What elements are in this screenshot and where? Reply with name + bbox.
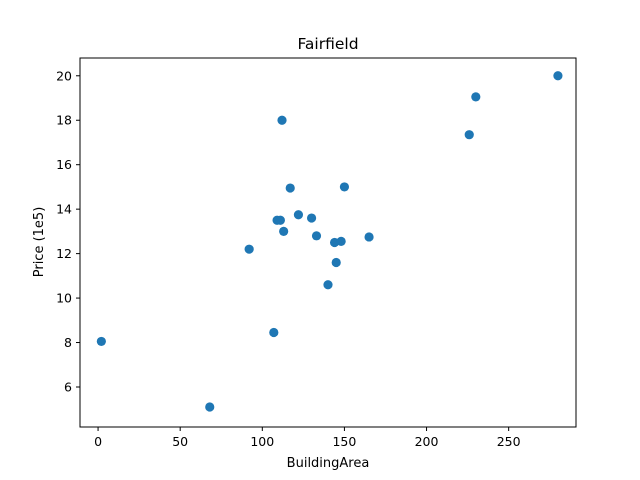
x-tick-label-2: 100 [250,434,274,449]
x-axis-label: BuildingArea [287,456,370,471]
x-tick-label-5: 250 [497,434,521,449]
data-point-6 [277,115,287,125]
data-point-16 [339,182,350,192]
data-point-20 [553,71,563,81]
plot-frame [79,57,577,428]
data-point-19 [471,92,481,102]
x-axis: 0 50 100 150 200 250 [94,427,521,449]
x-tick-label-3: 150 [332,434,356,449]
y-tick-label-3: 12 [56,246,72,261]
x-tick-label-1: 50 [172,434,188,449]
y-tick-label-5: 16 [56,157,72,172]
data-point-12 [323,280,333,290]
data-point-15 [336,236,346,246]
x-tick-label-4: 200 [415,434,439,449]
y-tick-label-2: 10 [56,291,72,306]
y-tick-label-0: 6 [64,379,72,394]
y-axis: 6 8 10 12 14 16 18 20 [56,68,80,394]
y-tick-label-1: 8 [64,335,72,350]
data-point-11 [311,231,322,241]
data-point-14 [331,257,341,268]
data-point-0 [96,336,106,347]
y-tick-label-6: 18 [56,113,72,128]
points-layer [96,71,563,412]
y-tick-label-7: 20 [56,68,72,83]
data-point-7 [279,226,289,236]
chart-title: Fairfield [297,35,358,53]
data-point-3 [269,327,279,338]
data-point-17 [364,232,374,242]
data-point-18 [464,130,474,140]
data-point-9 [293,210,304,220]
data-point-8 [285,183,295,193]
data-point-5 [275,215,285,225]
data-point-10 [306,213,317,223]
data-point-2 [244,244,254,254]
y-tick-label-4: 14 [56,202,72,217]
y-axis-label: Price (1e5) [32,207,47,278]
x-tick-label-0: 0 [94,434,102,449]
data-point-1 [205,402,215,412]
